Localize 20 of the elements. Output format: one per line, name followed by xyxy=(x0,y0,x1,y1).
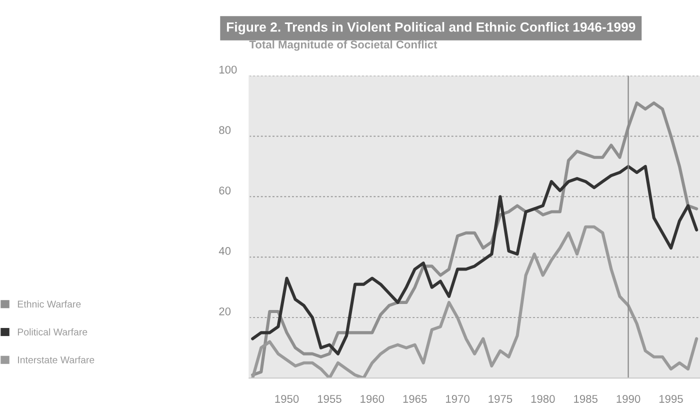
y-tick-label: 60 xyxy=(219,186,231,194)
x-tick-label: 1980 xyxy=(531,394,555,403)
chart-title: Figure 2. Trends in Violent Political and Ethnic Conflict 1946-1999 xyxy=(226,22,636,34)
y-axis-title: Total Magnitude of Societal Conflict xyxy=(249,40,438,51)
x-tick-label: 1985 xyxy=(574,394,598,403)
legend-label: Interstate Warfare xyxy=(18,356,94,364)
x-tick-label: 1955 xyxy=(318,394,342,403)
x-tick-label: 1965 xyxy=(403,394,427,403)
y-tick-label: 20 xyxy=(219,308,231,316)
legend-label: Political Warfare xyxy=(18,328,88,336)
y-tick-label: 40 xyxy=(218,247,231,255)
x-tick-label: 1950 xyxy=(275,394,299,403)
x-tick-label: 1960 xyxy=(360,394,384,403)
y-tick-label: 80 xyxy=(219,126,231,134)
x-tick-label: 1995 xyxy=(659,394,683,403)
legend-label: Ethnic Warfare xyxy=(18,300,81,308)
x-tick-label: 1975 xyxy=(488,394,512,403)
x-tick-label: 1970 xyxy=(446,394,470,403)
y-tick-label: 100 xyxy=(219,66,237,74)
x-tick-label: 1990 xyxy=(616,394,640,403)
